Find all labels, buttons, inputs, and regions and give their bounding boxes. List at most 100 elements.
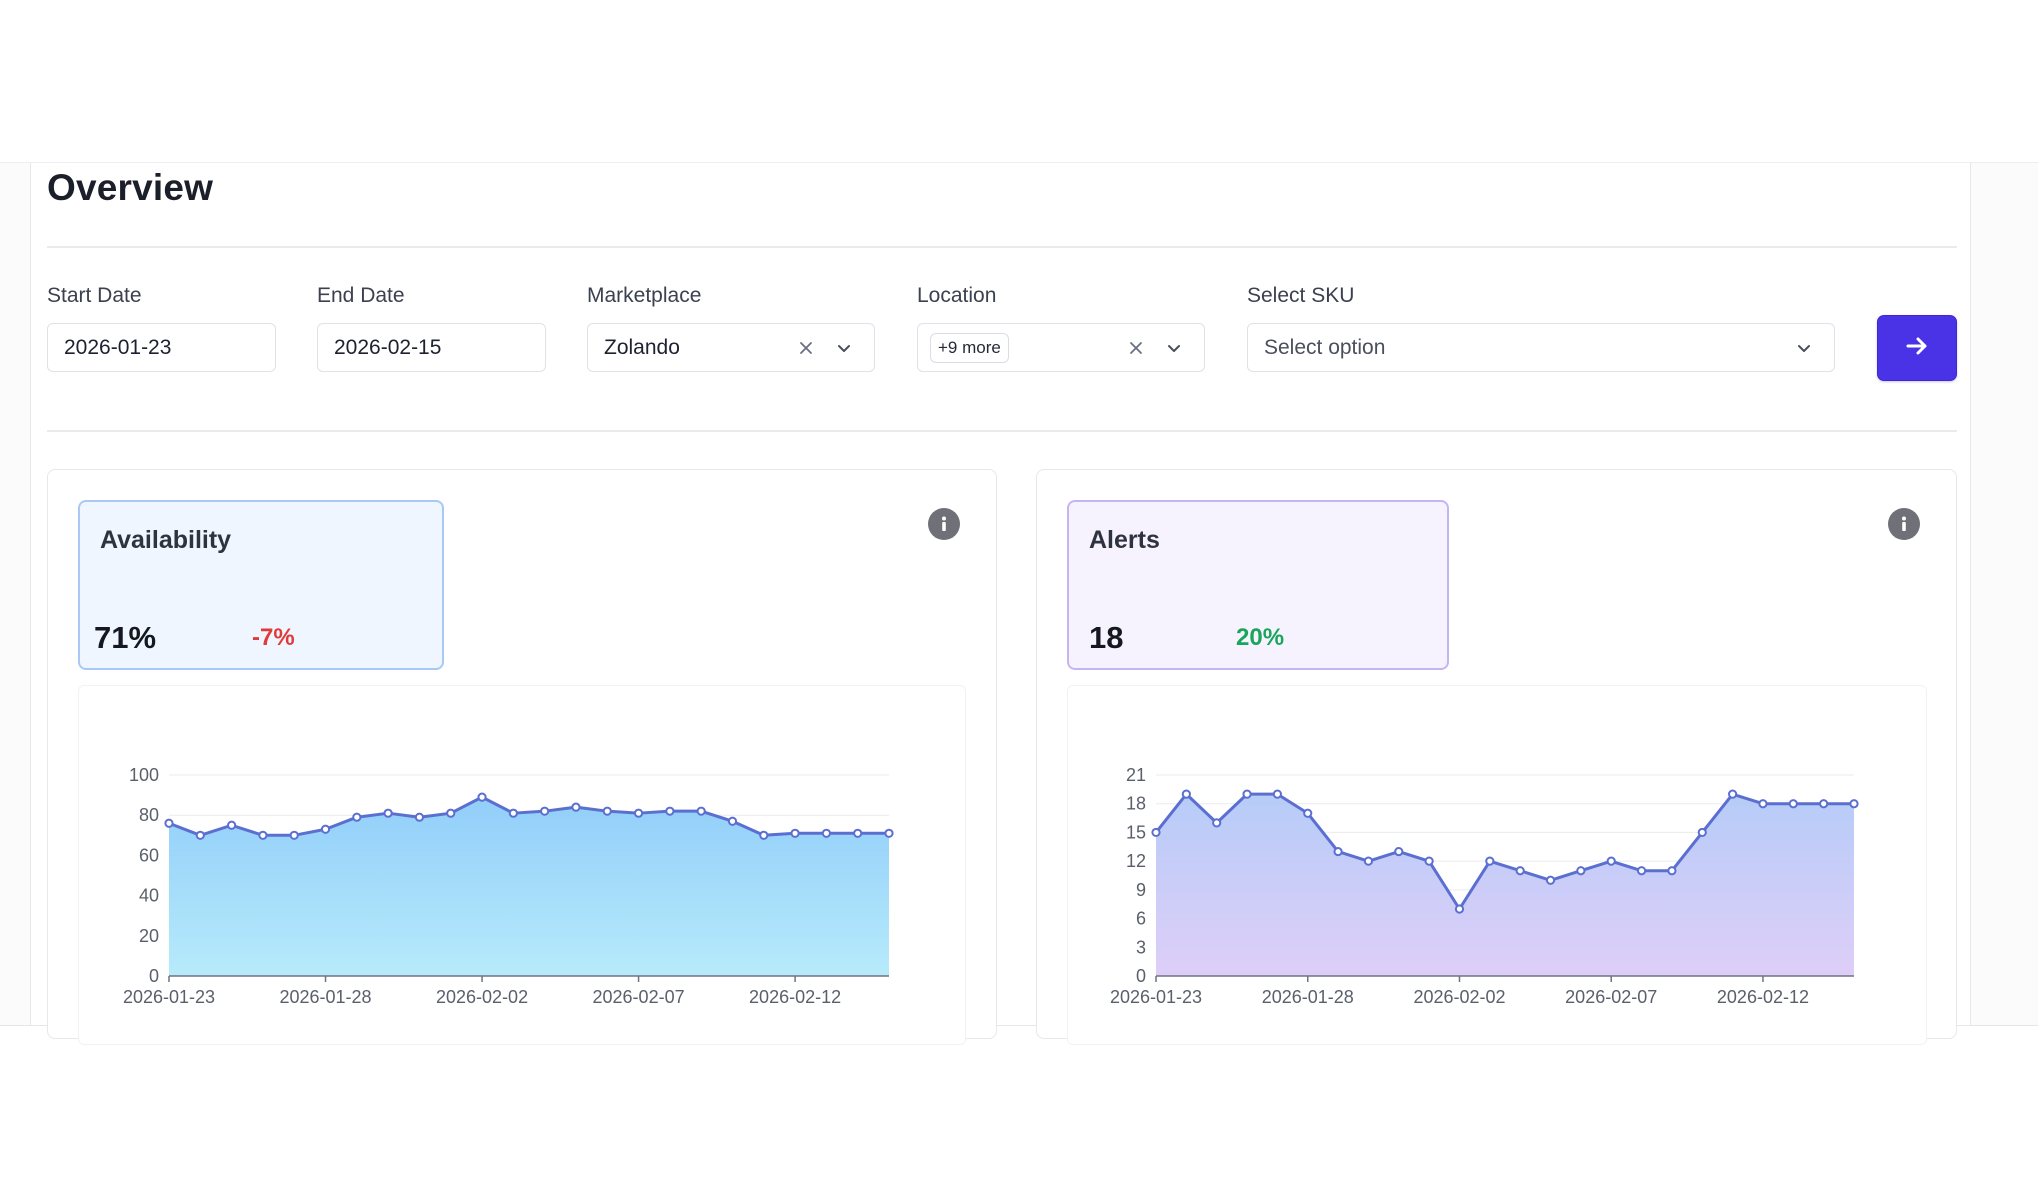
y-tick-label: 9 (1136, 880, 1146, 900)
arrow-right-icon (1904, 333, 1930, 364)
x-tick-label: 2026-02-12 (1717, 987, 1809, 1007)
availability-point (540, 806, 550, 816)
alerts-area (1156, 794, 1854, 976)
alerts-point (1454, 904, 1465, 914)
x-tick-label: 2026-02-12 (749, 987, 841, 1007)
location-label: Location (917, 284, 997, 307)
y-tick-label: 15 (1126, 822, 1146, 842)
chevron-down-icon[interactable] (1792, 336, 1816, 360)
availability-area (169, 797, 889, 976)
alerts-point (1363, 856, 1374, 866)
filters-divider (47, 430, 1957, 432)
overview-content: Overview Start Date 2026-01-23 End Date … (47, 163, 1957, 1045)
alerts-point (1667, 866, 1677, 876)
x-tick-label: 2026-01-28 (1262, 987, 1354, 1007)
alerts-point (1333, 846, 1343, 857)
alerts-point (1728, 789, 1738, 799)
x-tick-label: 2026-02-07 (593, 987, 685, 1007)
apply-filters-button[interactable] (1877, 315, 1957, 381)
availability-point (821, 828, 831, 838)
availability-kpi-delta: -7% (252, 624, 295, 651)
availability-point (602, 806, 612, 816)
location-select[interactable]: +9 more (917, 323, 1205, 372)
y-tick-label: 0 (1136, 966, 1146, 986)
availability-point (633, 808, 644, 818)
sku-field: Select SKU Select option (1247, 283, 1835, 372)
availability-kpi-value: 71% (94, 620, 157, 655)
end-date-value: 2026-02-15 (334, 335, 442, 359)
availability-point (352, 812, 362, 822)
alerts-kpi-delta: 20% (1236, 624, 1285, 651)
availability-point (320, 824, 331, 834)
chevron-down-icon[interactable] (1162, 336, 1186, 360)
availability-point (477, 792, 487, 802)
availability-point (884, 828, 894, 838)
alerts-point (1272, 789, 1282, 799)
clear-icon[interactable] (794, 336, 818, 360)
alerts-chart: 0 3 6 9 12 15 18 21 2026-01-23 2026-01-28 2026-02-… (1067, 685, 1927, 1045)
marketplace-value: Zolando (604, 335, 680, 359)
info-icon[interactable] (1888, 508, 1920, 540)
availability-kpi-title: Availability (100, 526, 232, 554)
availability-point (383, 808, 393, 818)
alerts-point (1576, 866, 1586, 876)
availability-point (508, 808, 518, 818)
availability-point (289, 830, 299, 840)
availability-point (164, 818, 174, 828)
availability-point (195, 830, 205, 840)
alerts-card: Alerts 18 20% 0 3 6 9 12 15 18 21 2026-01-23 2026… (1036, 469, 1957, 1045)
y-tick-label: 40 (139, 886, 159, 906)
y-tick-label: 80 (139, 805, 159, 825)
availability-point (790, 828, 800, 838)
alerts-point (1636, 866, 1647, 876)
clear-icon[interactable] (1124, 336, 1148, 360)
page-title: Overview (47, 167, 214, 208)
availability-point (571, 802, 581, 812)
title-divider (47, 246, 1957, 248)
y-tick-label: 60 (139, 845, 159, 865)
alerts-point (1697, 827, 1707, 838)
availability-point (446, 808, 456, 818)
availability-card: Availability 71% -7% 0 20 40 60 80 100 2026-01… (47, 469, 997, 1045)
y-tick-label: 20 (139, 926, 159, 946)
availability-point (414, 812, 425, 822)
availability-point (759, 830, 769, 840)
alerts-point (1545, 875, 1556, 885)
availability-point (258, 830, 268, 840)
marketplace-select[interactable]: Zolando (587, 323, 875, 372)
x-tick-label: 2026-02-07 (1565, 987, 1657, 1007)
alerts-point (1394, 846, 1404, 857)
alerts-point (1424, 856, 1434, 866)
y-tick-label: 21 (1126, 765, 1146, 785)
y-tick-label: 12 (1126, 851, 1146, 871)
start-date-input[interactable]: 2026-01-23 (47, 323, 276, 372)
x-tick-label: 2026-02-02 (1413, 987, 1505, 1007)
x-tick-label: 2026-02-02 (436, 987, 528, 1007)
alerts-point (1303, 808, 1313, 818)
end-date-label: End Date (317, 284, 405, 307)
marketplace-field: Marketplace Zolando (587, 283, 875, 372)
alerts-kpi: Alerts 18 20% (1067, 500, 1449, 670)
availability-point (853, 828, 863, 838)
left-gutter (0, 163, 31, 1025)
alerts-kpi-value: 18 (1089, 620, 1124, 655)
alerts-point (1758, 799, 1768, 809)
marketplace-label: Marketplace (587, 284, 702, 307)
availability-line (168, 795, 889, 837)
alerts-kpi-title: Alerts (1089, 526, 1160, 554)
dashboard-frame: Overview Start Date 2026-01-23 End Date … (0, 162, 2038, 1045)
info-icon[interactable] (928, 508, 960, 540)
y-tick-label: 18 (1126, 794, 1146, 814)
alerts-point (1485, 856, 1495, 866)
alerts-point (1849, 799, 1859, 809)
location-field: Location +9 more (917, 283, 1205, 372)
availability-chart: 0 20 40 60 80 100 2026-01-23 2026-01-28 2026-02-… (78, 685, 966, 1045)
alerts-point (1788, 799, 1798, 809)
chevron-down-icon[interactable] (832, 336, 856, 360)
availability-point (227, 820, 237, 830)
start-date-field: Start Date 2026-01-23 (47, 283, 276, 372)
sku-select[interactable]: Select option (1247, 323, 1835, 372)
sku-placeholder: Select option (1264, 335, 1386, 359)
location-more-chip[interactable]: +9 more (930, 332, 1009, 363)
end-date-input[interactable]: 2026-02-15 (317, 323, 546, 372)
